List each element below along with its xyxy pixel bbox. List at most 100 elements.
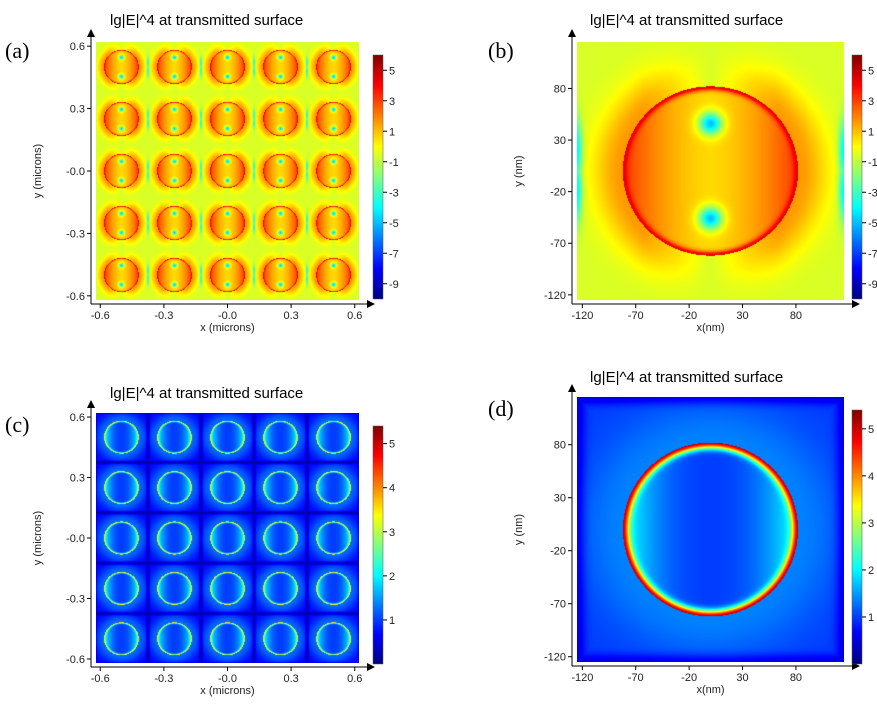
- x-tick-label: -20: [681, 310, 697, 322]
- x-tick-label: 0.6: [347, 310, 362, 322]
- x-tick-label: -0.6: [91, 673, 110, 685]
- colorbar-tick-label: -3: [868, 187, 877, 199]
- colorbar-tick-label: 3: [868, 96, 874, 108]
- chart-panel-b: -120 -70 -20 30 80 80 30 -20 -70 -120 x(nm) y (nm) l…: [488, 12, 877, 334]
- x-tick-label: -0.6: [91, 310, 110, 322]
- chart-title: lg|E|^4 at transmitted surface: [110, 12, 303, 29]
- colorbar-tick-label: 5: [389, 65, 395, 77]
- x-tick-label: 0.3: [283, 673, 298, 685]
- y-axis-label: y (nm): [513, 155, 525, 186]
- chart-title: lg|E|^4 at transmitted surface: [590, 369, 783, 386]
- heatmap-image: [96, 42, 359, 300]
- colorbar-tick-label: 5: [389, 439, 395, 451]
- x-tick-label: -120: [571, 310, 593, 322]
- x-tick-label: -70: [628, 310, 644, 322]
- colorbar-tick-label: -9: [868, 279, 877, 291]
- y-axis-label: y (nm): [513, 514, 525, 545]
- colorbar-tick-label: -9: [389, 279, 399, 291]
- y-tick-label: 0.6: [70, 412, 85, 424]
- chart-panel-c: -0.6 -0.3 -0.0 0.3 0.6 0.6 0.3 -0.0 -0.3 -0.6 x (m…: [5, 385, 395, 697]
- x-axis-arrow: [367, 663, 375, 671]
- colorbar-tick-label: 2: [868, 565, 874, 577]
- colorbar-tick-label: -7: [868, 248, 877, 260]
- x-tick-label: -120: [571, 672, 593, 684]
- colorbar-tick-label: 5: [868, 424, 874, 436]
- x-tick-label: -0.0: [218, 673, 237, 685]
- y-axis-arrow: [87, 29, 95, 37]
- x-axis-label: x(nm): [696, 684, 724, 696]
- y-tick-label: 0.6: [70, 41, 85, 53]
- x-axis-arrow: [367, 300, 375, 308]
- x-tick-label: 0.6: [347, 673, 362, 685]
- y-tick-label: 80: [554, 83, 566, 95]
- y-tick-label: 30: [554, 493, 566, 505]
- y-tick-label: -0.0: [66, 166, 85, 178]
- y-tick-label: -0.3: [66, 593, 85, 605]
- y-axis-arrow: [568, 384, 576, 392]
- chart-panel-a: -0.6 -0.3 -0.0 0.3 0.6 0.6 0.3 -0.0 -0.3 -0.6 x (m…: [5, 12, 399, 334]
- y-tick-label: 0.3: [70, 104, 85, 116]
- x-axis-arrow: [852, 300, 860, 308]
- panel-label: (a): [5, 38, 29, 63]
- colorbar-tick-label: 4: [389, 483, 395, 495]
- y-tick-label: -0.6: [66, 654, 85, 666]
- colorbar-tick-label: -5: [868, 218, 877, 230]
- colorbar-tick-label: -1: [389, 157, 399, 169]
- y-tick-label: -0.3: [66, 228, 85, 240]
- colorbar-tick-label: -3: [389, 187, 399, 199]
- colorbar-tick-label: 2: [389, 571, 395, 583]
- x-tick-label: 80: [790, 672, 802, 684]
- x-axis-label: x (microns): [200, 685, 254, 697]
- y-tick-label: -0.0: [66, 533, 85, 545]
- colorbar: [851, 54, 863, 300]
- heatmap-image: [577, 42, 844, 300]
- y-tick-label: 80: [554, 440, 566, 452]
- y-tick-label: -70: [550, 238, 566, 250]
- heatmap-image: [577, 397, 844, 662]
- colorbar-tick-label: 1: [389, 126, 395, 138]
- colorbar-tick-label: 1: [868, 612, 874, 624]
- y-axis-label: y (microns): [32, 511, 44, 565]
- y-axis-label: y (microns): [32, 144, 44, 198]
- panel-label: (c): [5, 412, 29, 437]
- y-tick-label: -0.6: [66, 291, 85, 303]
- x-tick-label: 0.3: [283, 310, 298, 322]
- y-tick-label: -20: [550, 187, 566, 199]
- x-tick-label: -0.3: [154, 673, 173, 685]
- colorbar-tick-label: 3: [389, 527, 395, 539]
- colorbar: [372, 54, 384, 300]
- chart-title: lg|E|^4 at transmitted surface: [110, 385, 303, 402]
- colorbar-tick-label: -1: [868, 157, 877, 169]
- x-tick-label: -0.3: [154, 310, 173, 322]
- panel-label: (d): [488, 396, 514, 421]
- x-tick-label: -70: [628, 672, 644, 684]
- colorbar-tick-label: 4: [868, 471, 874, 483]
- y-tick-label: -120: [544, 290, 566, 302]
- colorbar-tick-label: 1: [389, 615, 395, 627]
- y-tick-label: 30: [554, 135, 566, 147]
- colorbar-tick-label: -7: [389, 248, 399, 260]
- x-tick-label: 30: [736, 310, 748, 322]
- x-axis-label: x (microns): [200, 322, 254, 334]
- x-tick-label: 80: [790, 310, 802, 322]
- y-tick-label: 0.3: [70, 473, 85, 485]
- x-tick-label: 30: [736, 672, 748, 684]
- heatmap-image: [96, 413, 359, 663]
- y-tick-label: -20: [550, 546, 566, 558]
- panel-label: (b): [488, 38, 514, 63]
- colorbar-tick-label: 1: [868, 126, 874, 138]
- y-tick-label: -120: [544, 652, 566, 664]
- y-tick-label: -70: [550, 599, 566, 611]
- colorbar-tick-label: 3: [868, 518, 874, 530]
- chart-title: lg|E|^4 at transmitted surface: [590, 12, 783, 29]
- colorbar-tick-label: 5: [868, 65, 874, 77]
- x-tick-label: -20: [681, 672, 697, 684]
- colorbar: [372, 425, 384, 665]
- colorbar: [851, 409, 863, 665]
- y-axis-arrow: [87, 400, 95, 408]
- y-axis-arrow: [568, 29, 576, 37]
- x-axis-label: x(nm): [696, 322, 724, 334]
- x-tick-label: -0.0: [218, 310, 237, 322]
- chart-panel-d: -120 -70 -20 30 80 80 30 -20 -70 -120 x(nm) y (nm) l…: [488, 369, 874, 696]
